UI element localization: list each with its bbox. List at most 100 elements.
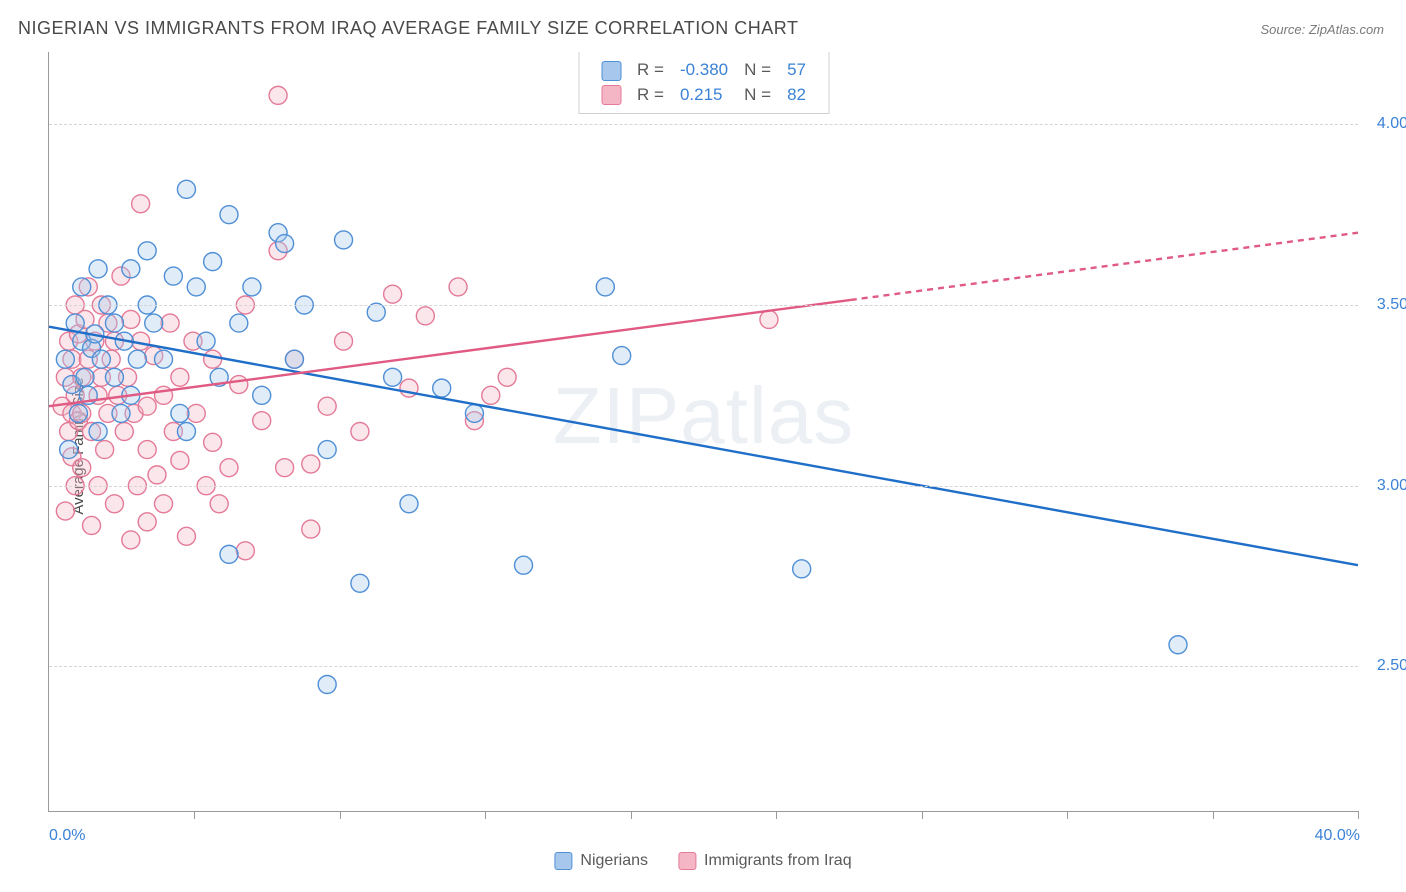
legend-r-value-1: -0.380 (672, 58, 736, 83)
marker-series2 (230, 376, 248, 394)
marker-series1 (56, 350, 74, 368)
marker-series1 (596, 278, 614, 296)
marker-series1 (276, 235, 294, 253)
marker-series2 (318, 397, 336, 415)
marker-series2 (122, 531, 140, 549)
marker-series2 (155, 495, 173, 513)
marker-series1 (285, 350, 303, 368)
x-axis-label-left: 0.0% (49, 827, 85, 845)
trendline-series2-dashed (851, 233, 1358, 300)
marker-series1 (613, 347, 631, 365)
marker-series1 (76, 368, 94, 386)
marker-series1 (69, 404, 87, 422)
marker-series2 (148, 466, 166, 484)
marker-series2 (138, 441, 156, 459)
marker-series1 (220, 545, 238, 563)
correlation-chart: NIGERIAN VS IMMIGRANTS FROM IRAQ AVERAGE… (0, 0, 1406, 892)
gridline-y (49, 486, 1358, 487)
legend-label-series2: Immigrants from Iraq (704, 852, 852, 870)
marker-series1 (318, 441, 336, 459)
marker-series2 (171, 368, 189, 386)
scatter-svg (49, 52, 1358, 811)
plot-area: ZIPatlas R = -0.380 N = 57 R = 0.215 N =… (48, 52, 1358, 812)
marker-series2 (220, 459, 238, 477)
marker-series1 (92, 350, 110, 368)
marker-series1 (112, 404, 130, 422)
y-tick-label: 3.00 (1377, 477, 1406, 495)
marker-series1 (177, 423, 195, 441)
marker-series1 (400, 495, 418, 513)
x-tick (340, 811, 341, 819)
marker-series1 (89, 260, 107, 278)
marker-series2 (56, 502, 74, 520)
legend-series-box: Nigerians Immigrants from Iraq (554, 852, 851, 870)
marker-series2 (105, 495, 123, 513)
marker-series2 (416, 307, 434, 325)
legend-stats-box: R = -0.380 N = 57 R = 0.215 N = 82 (578, 52, 829, 114)
marker-series2 (138, 397, 156, 415)
source-attribution: Source: ZipAtlas.com (1260, 22, 1384, 37)
marker-series2 (132, 195, 150, 213)
marker-series1 (187, 278, 205, 296)
y-tick-label: 3.50 (1377, 296, 1406, 314)
legend-row-series1: R = -0.380 N = 57 (593, 58, 814, 83)
legend-swatch-series2 (601, 85, 621, 105)
marker-series2 (269, 86, 287, 104)
marker-series2 (171, 451, 189, 469)
legend-swatch-bottom-2 (678, 852, 696, 870)
marker-series2 (96, 441, 114, 459)
marker-series1 (73, 278, 91, 296)
marker-series1 (105, 314, 123, 332)
legend-n-label-2: N = (736, 83, 779, 108)
x-tick (485, 811, 486, 819)
marker-series1 (335, 231, 353, 249)
legend-row-series2: R = 0.215 N = 82 (593, 83, 814, 108)
marker-series2 (138, 513, 156, 531)
marker-series2 (302, 520, 320, 538)
marker-series1 (155, 350, 173, 368)
marker-series1 (105, 368, 123, 386)
marker-series2 (302, 455, 320, 473)
legend-swatch-series1 (601, 61, 621, 81)
marker-series2 (276, 459, 294, 477)
gridline-y (49, 124, 1358, 125)
legend-r-label-2: R = (629, 83, 672, 108)
marker-series1 (145, 314, 163, 332)
legend-item-series2: Immigrants from Iraq (678, 852, 852, 870)
marker-series1 (138, 242, 156, 260)
legend-label-series1: Nigerians (580, 852, 648, 870)
trendline-series1 (49, 327, 1358, 566)
marker-series2 (73, 459, 91, 477)
marker-series1 (89, 423, 107, 441)
marker-series1 (60, 441, 78, 459)
marker-series1 (793, 560, 811, 578)
marker-series2 (204, 350, 222, 368)
marker-series1 (122, 260, 140, 278)
marker-series2 (161, 314, 179, 332)
marker-series2 (335, 332, 353, 350)
marker-series1 (171, 404, 189, 422)
gridline-y (49, 305, 1358, 306)
x-axis-label-right: 40.0% (1315, 827, 1360, 845)
marker-series2 (760, 310, 778, 328)
marker-series2 (384, 285, 402, 303)
marker-series2 (177, 527, 195, 545)
marker-series1 (253, 386, 271, 404)
gridline-y (49, 666, 1358, 667)
y-tick-label: 4.00 (1377, 115, 1406, 133)
marker-series1 (515, 556, 533, 574)
marker-series2 (498, 368, 516, 386)
legend-r-label-1: R = (629, 58, 672, 83)
marker-series2 (210, 495, 228, 513)
x-tick (1358, 811, 1359, 819)
x-tick (922, 811, 923, 819)
chart-title: NIGERIAN VS IMMIGRANTS FROM IRAQ AVERAGE… (18, 18, 798, 39)
marker-series2 (482, 386, 500, 404)
marker-series2 (122, 310, 140, 328)
marker-series1 (128, 350, 146, 368)
marker-series2 (204, 433, 222, 451)
x-tick (776, 811, 777, 819)
marker-series2 (115, 423, 133, 441)
legend-r-value-2: 0.215 (672, 83, 736, 108)
marker-series1 (384, 368, 402, 386)
